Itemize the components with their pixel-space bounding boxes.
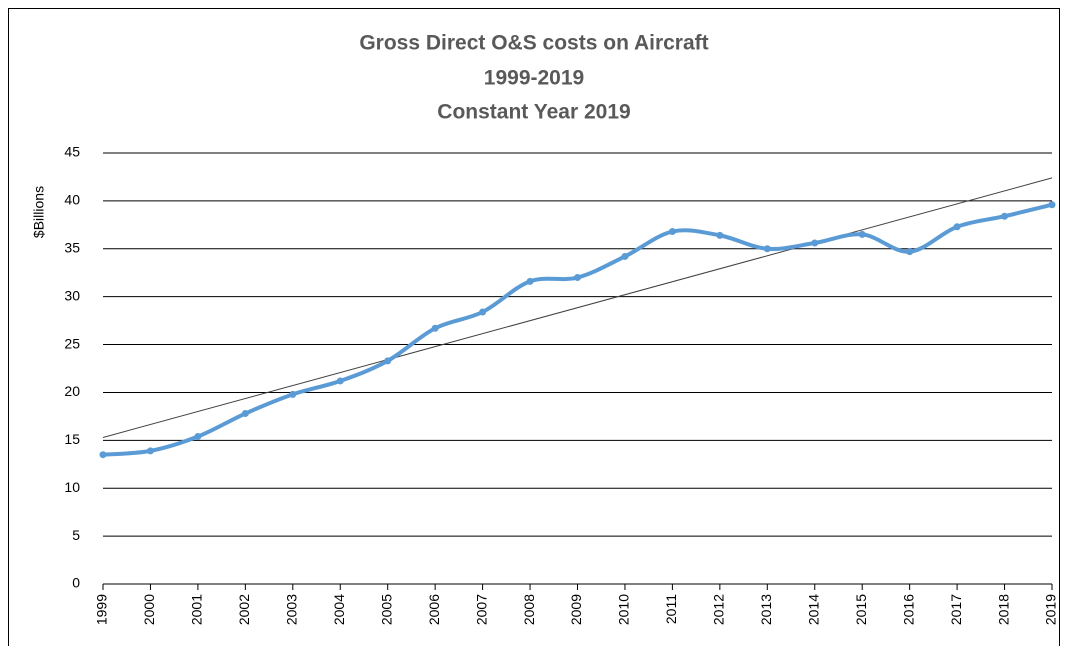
x-tick-label: 2011: [663, 594, 679, 624]
y-tick-label: 35: [64, 239, 80, 255]
x-tick-label: 2004: [331, 594, 347, 625]
x-tick-label: 2009: [568, 594, 584, 625]
data-point: [146, 447, 154, 455]
x-tick-label: 2007: [473, 594, 489, 625]
data-point: [384, 357, 392, 365]
data-point: [241, 410, 249, 418]
x-tick-label: 2018: [995, 594, 1011, 625]
trendline: [102, 177, 1053, 438]
data-point: [99, 451, 107, 459]
data-point: [289, 390, 297, 398]
x-tick-label: 2006: [426, 594, 442, 625]
data-point: [953, 223, 961, 231]
y-tick-label: 5: [72, 527, 80, 543]
x-tick-label: 2003: [284, 594, 300, 625]
x-tick-label: 2012: [711, 594, 727, 625]
x-tick-label: 2005: [378, 594, 394, 625]
data-point: [526, 277, 534, 285]
y-tick-label: 40: [64, 192, 80, 208]
y-tick-label: 15: [64, 431, 80, 447]
chart-title: 1999-2019: [484, 67, 584, 90]
x-tick-label: 2017: [948, 594, 964, 625]
y-tick-label: 20: [64, 383, 80, 399]
data-point: [1048, 201, 1056, 209]
chart-title: Gross Direct O&S costs on Aircraft: [359, 32, 708, 55]
x-tick-label: 2000: [141, 594, 157, 625]
data-point: [858, 230, 866, 238]
y-axis-label: $Billions: [31, 186, 47, 238]
x-tick-label: 2019: [1043, 594, 1059, 625]
x-tick-label: 2014: [805, 594, 821, 625]
y-tick-label: 25: [64, 335, 80, 351]
data-point: [716, 231, 724, 239]
x-tick-label: 2010: [616, 594, 632, 625]
x-tick-label: 2008: [521, 594, 537, 625]
data-point: [194, 433, 202, 441]
data-point: [811, 239, 819, 247]
data-point: [574, 274, 581, 282]
data-point: [906, 248, 914, 256]
y-tick-label: 0: [72, 575, 80, 591]
y-tick-label: 30: [64, 287, 80, 303]
data-point: [336, 377, 344, 385]
x-tick-label: 1999: [94, 594, 110, 625]
data-point: [479, 308, 487, 316]
x-tick-label: 2013: [758, 594, 774, 625]
y-tick-label: 10: [64, 479, 80, 495]
chart-title: Constant Year 2019: [437, 101, 630, 124]
chart-border: [8, 8, 1060, 646]
data-point: [1001, 212, 1009, 220]
x-tick-label: 2015: [853, 594, 869, 625]
y-tick-label: 45: [64, 144, 80, 160]
data-point: [668, 228, 676, 236]
x-tick-label: 2016: [900, 594, 916, 625]
x-tick-label: 2001: [189, 594, 205, 625]
data-point: [621, 252, 629, 260]
data-point: [763, 245, 771, 253]
x-tick-label: 2002: [236, 594, 252, 625]
data-point: [431, 324, 439, 332]
